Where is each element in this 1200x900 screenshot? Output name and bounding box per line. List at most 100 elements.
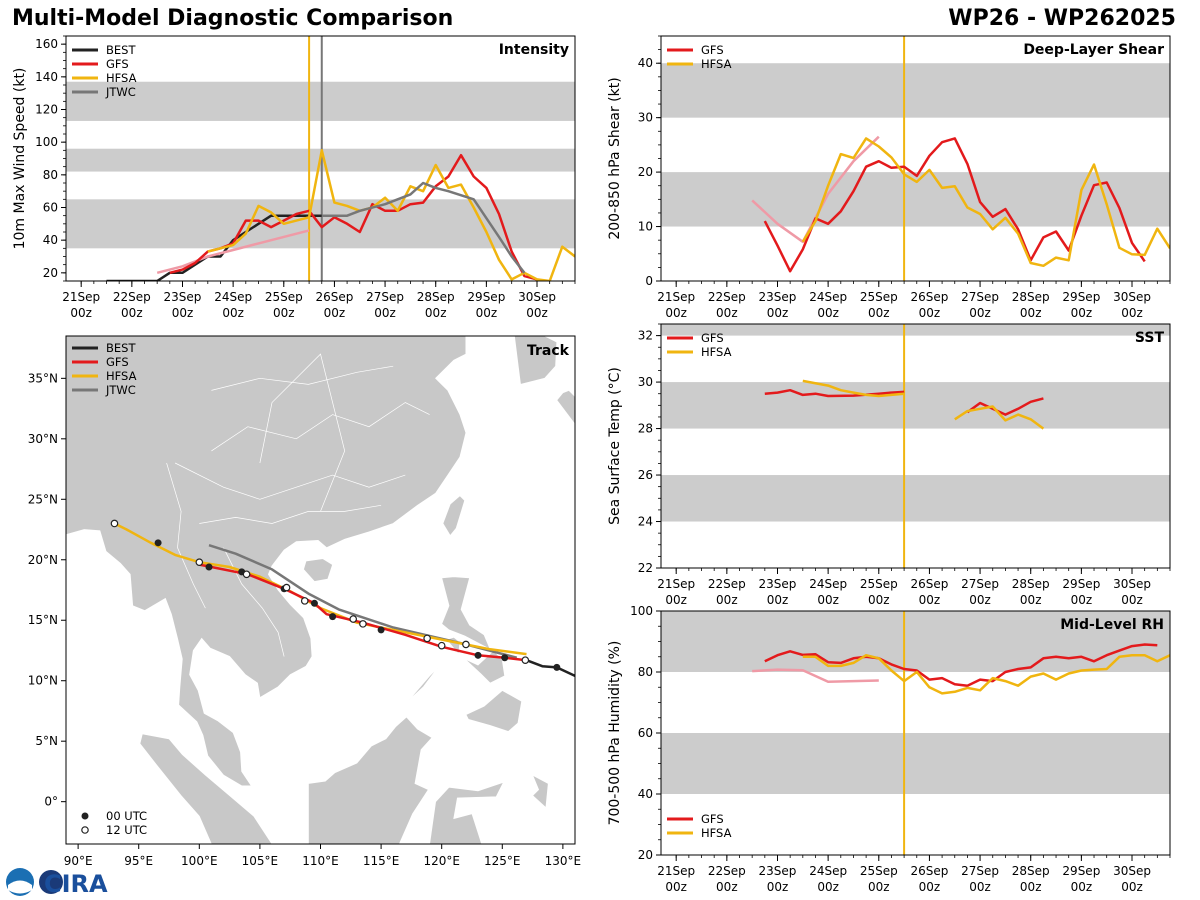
intensity-ytick-label: 20 [43,266,58,280]
marker-00utc-4 [329,613,337,621]
sst-band-2 [661,324,1170,336]
legend-label-00utc: 00 UTC [106,809,147,823]
shear-ylabel: 200-850 hPa Shear (kt) [607,77,623,239]
sst-xtick-hour: 00z [919,593,941,607]
track-xtick-label: 125°E [484,854,521,868]
cira-globe-icon [39,870,63,894]
intensity-xtick-day: 24Sep [214,290,252,304]
intensity-ytick-label: 120 [35,103,58,117]
sst-xtick-hour: 00z [767,593,789,607]
sst-ytick-label: 30 [638,375,653,389]
marker-12utc-7 [282,583,291,592]
marker-12utc-4 [359,620,367,628]
intensity-legend-label-best: BEST [106,43,136,57]
sst-ytick-label: 26 [638,468,653,482]
province-border-2 [199,504,382,524]
intensity-series-jtwc [321,181,526,274]
track-xtick-label: 110°E [302,854,339,868]
shear-xtick-day: 24Sep [809,290,847,304]
sst-xtick-day: 30Sep [1113,577,1151,591]
shear-xtick-hour: 00z [817,306,839,320]
sst-ylabel: Sea Surface Temp (°C) [607,367,623,525]
intensity-series-gfs [169,153,538,281]
halmahera-island [531,774,549,809]
sulawesi-island [429,781,505,844]
sst-xtick-hour: 00z [1121,593,1143,607]
rh-xtick-hour: 00z [665,880,687,894]
intensity-xtick-hour: 00z [526,306,548,320]
track-series-best [526,659,575,678]
shear-xtick-hour: 00z [767,306,789,320]
sst-series-hfsa-b [954,405,1045,430]
rh-ytick-label: 60 [638,726,653,740]
rh-legend-label-gfs: GFS [701,812,724,826]
marker-00utc-5 [310,599,318,607]
marker-12utc-10 [110,519,119,528]
rh-xtick-day: 26Sep [910,864,948,878]
sst-xtick-day: 21Sep [657,577,695,591]
sst-xtick-hour: 00z [1020,593,1042,607]
track-ytick-label: 5°N [35,734,58,748]
province-border-5 [166,462,206,609]
intensity-xtick-day: 29Sep [467,290,505,304]
track-xtick-label: 120°E [423,854,460,868]
mindanao-island [465,689,523,732]
visayas-islands [464,649,506,684]
intensity-xtick-hour: 00z [172,306,194,320]
sumatra-island [139,733,273,844]
track-legend-label-gfs: GFS [106,355,129,369]
rh-xtick-day: 23Sep [759,864,797,878]
intensity-xtick-hour: 00z [273,306,295,320]
rh-xtick-day: 21Sep [657,864,695,878]
province-borders [166,353,430,657]
hainan-island [303,558,334,582]
rh-series-gfs [764,643,1158,687]
intensity-legend-label-gfs: GFS [106,57,129,71]
shear-xtick-hour: 00z [868,306,890,320]
sst-xtick-day: 26Sep [910,577,948,591]
sst-xtick-hour: 00z [969,593,991,607]
marker-12utc-5 [349,615,358,623]
shear-band-1 [661,63,1170,118]
intensity-band-2 [66,81,575,121]
shear-xtick-hour: 00z [1121,306,1143,320]
track-legend-label-hfsa: HFSA [106,369,137,383]
sst-xtick-day: 25Sep [860,577,898,591]
land-layer [66,336,575,844]
intensity-ytick-label: 140 [35,70,58,84]
shear-xtick-day: 27Sep [961,290,999,304]
storm-id-title: WP26 - WP262025 [948,6,1176,31]
marker-12utc-6 [300,597,309,605]
rh-panel: 20 40 60 80 100 21Sep 00z 22Sep 00z 23Sep 00z 24Sep… [607,604,1171,894]
shear-legend-label-gfs: GFS [701,43,724,57]
sst-ytick-label: 28 [638,422,653,436]
shear-xtick-hour: 00z [1020,306,1042,320]
shear-series-gfs [763,137,1146,273]
shear-ytick-label: 30 [638,111,653,125]
sst-xtick-day: 23Sep [759,577,797,591]
sst-xtick-day: 24Sep [809,577,847,591]
sst-xtick-day: 27Sep [961,577,999,591]
rh-xtick-day: 24Sep [809,864,847,878]
rh-xtick-hour: 00z [868,880,890,894]
shear-ytick-label: 20 [638,165,653,179]
track-ytick-label: 20°N [28,553,58,567]
intensity-series-hfsa [207,149,575,281]
intensity-xtick-hour: 00z [425,306,447,320]
shear-xtick-hour: 00z [665,306,687,320]
sst-xtick-day: 28Sep [1012,577,1050,591]
mainland-asia [66,336,467,787]
rh-xtick-hour: 00z [716,880,738,894]
shear-xtick-hour: 00z [716,306,738,320]
shear-legend-label-hfsa: HFSA [701,57,732,71]
rh-series-gfs-early [752,668,879,684]
sst-xtick-hour: 00z [817,593,839,607]
shear-xtick-day: 29Sep [1062,290,1100,304]
intensity-xtick-hour: 00z [374,306,396,320]
rh-legend-label-hfsa: HFSA [701,826,732,840]
shear-xtick-day: 23Sep [759,290,797,304]
noaa-wave-icon [8,880,32,894]
rh-series-hfsa [802,653,1170,695]
rh-xtick-day: 30Sep [1113,864,1151,878]
